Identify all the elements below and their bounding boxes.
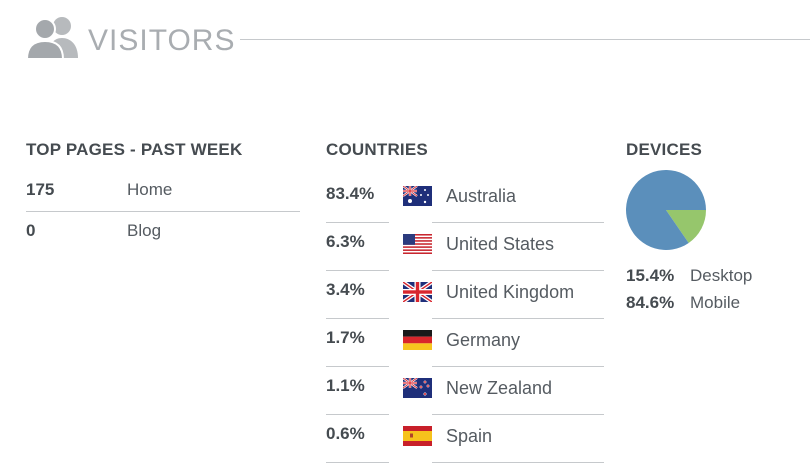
legend-label: Desktop (690, 266, 753, 285)
list-item[interactable]: 1.7% Germany (326, 318, 604, 367)
country-percentage: 83.4% (326, 184, 389, 223)
legend-label: Mobile (690, 293, 741, 312)
users-icon (26, 17, 78, 60)
spain-flag-icon (403, 426, 432, 446)
page-name: Home (127, 180, 173, 199)
devices-pie-chart[interactable] (626, 170, 706, 250)
country-percentage: 6.3% (326, 232, 389, 271)
country-name: Germany (446, 330, 521, 350)
pie-slice-mobile[interactable] (626, 170, 706, 250)
page-view-count: 0 (26, 221, 36, 240)
country-name-cell: United Kingdom (432, 282, 604, 319)
country-name: Australia (446, 186, 517, 206)
new-zealand-flag-icon (403, 378, 432, 398)
country-name-cell: New Zealand (432, 378, 604, 415)
united-kingdom-flag-icon (403, 282, 432, 302)
countries-title: COUNTRIES (326, 140, 428, 159)
country-name: United Kingdom (446, 282, 575, 302)
page-name: Blog (127, 221, 162, 240)
pie-slice-desktop[interactable] (666, 210, 706, 243)
list-item[interactable]: 6.3% United States (326, 222, 604, 271)
country-name: New Zealand (446, 378, 553, 398)
list-item[interactable]: 83.4% Australia (326, 174, 604, 223)
legend-percentage: 15.4% (626, 266, 675, 285)
country-percentage: 1.7% (326, 328, 389, 367)
country-name-cell: Australia (432, 186, 604, 223)
australia-flag-icon (403, 186, 432, 206)
devices-title: DEVICES (626, 140, 703, 159)
country-percentage: 3.4% (326, 280, 389, 319)
country-name-cell: Spain (432, 426, 604, 463)
united-states-flag-icon (403, 234, 432, 254)
germany-flag-icon (403, 330, 432, 350)
country-name: Spain (446, 426, 493, 446)
country-percentage: 0.6% (326, 424, 389, 463)
header-divider (240, 39, 810, 40)
country-name-cell: United States (432, 234, 604, 271)
country-name-cell: Germany (432, 330, 604, 367)
list-item[interactable]: 0.6% Spain (326, 414, 604, 463)
top-pages-title: TOP PAGES - PAST WEEK (26, 140, 243, 159)
legend-percentage: 84.6% (626, 293, 675, 312)
table-row[interactable]: 175 Home (26, 172, 300, 212)
visitors-header: VISITORS (26, 14, 810, 64)
list-item[interactable]: 3.4% United Kingdom (326, 270, 604, 319)
table-row[interactable]: 0 Blog (26, 212, 300, 254)
list-item[interactable]: 1.1% New Zealand (326, 366, 604, 415)
country-name: United States (446, 234, 555, 254)
page-view-count: 175 (26, 180, 55, 199)
page-title: VISITORS (88, 24, 236, 57)
country-percentage: 1.1% (326, 376, 389, 415)
